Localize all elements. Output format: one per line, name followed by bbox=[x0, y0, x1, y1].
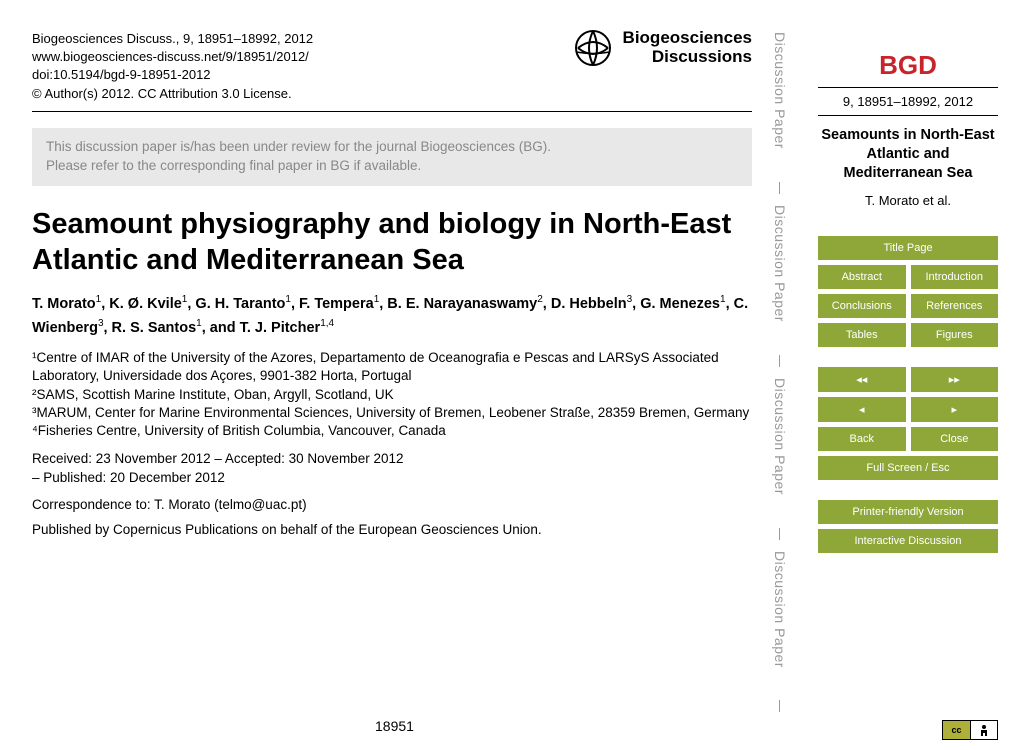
header-right: Biogeosciences Discussions bbox=[573, 28, 752, 68]
authors-list: T. Morato1, K. Ø. Kvile1, G. H. Taranto1… bbox=[32, 292, 752, 339]
sidebar-authors: T. Morato et al. bbox=[818, 193, 998, 208]
nav-conclusions-button[interactable]: Conclusions bbox=[818, 294, 906, 318]
volume-info: 9, 18951–18992, 2012 bbox=[818, 94, 998, 109]
journal-line1: Biogeosciences bbox=[623, 29, 752, 48]
margin-sep-3 bbox=[779, 528, 780, 540]
cc-license-badge[interactable]: cc bbox=[942, 720, 998, 740]
journal-logo-icon bbox=[573, 28, 613, 68]
nav-abstract-button[interactable]: Abstract bbox=[818, 265, 906, 289]
correspondence: Correspondence to: T. Morato (telmo@uac.… bbox=[32, 497, 752, 512]
review-line1: This discussion paper is/has been under … bbox=[46, 138, 738, 157]
nav-introduction-button[interactable]: Introduction bbox=[911, 265, 999, 289]
nav-grid: Title Page Abstract Introduction Conclus… bbox=[818, 236, 998, 553]
nav-last-button[interactable]: ▸▸ bbox=[911, 367, 999, 392]
review-line2: Please refer to the corresponding final … bbox=[46, 157, 738, 176]
margin-sep-1 bbox=[779, 182, 780, 194]
citation-line: Biogeosciences Discuss., 9, 18951–18992,… bbox=[32, 30, 313, 48]
nav-first-button[interactable]: ◂◂ bbox=[818, 367, 906, 392]
url-line: www.biogeosciences-discuss.net/9/18951/2… bbox=[32, 48, 313, 66]
publisher-line: Published by Copernicus Publications on … bbox=[32, 522, 752, 537]
nav-spacer-2 bbox=[818, 485, 998, 495]
nav-prev-button[interactable]: ◂ bbox=[818, 397, 906, 422]
nav-next-button[interactable]: ▸ bbox=[911, 397, 999, 422]
cc-icon: cc bbox=[942, 720, 970, 740]
margin-sep-4 bbox=[779, 700, 780, 712]
nav-interactive-button[interactable]: Interactive Discussion bbox=[818, 529, 998, 553]
license-line: © Author(s) 2012. CC Attribution 3.0 Lic… bbox=[32, 85, 313, 103]
affil-1: ¹Centre of IMAR of the University of the… bbox=[32, 349, 752, 385]
nav-figures-button[interactable]: Figures bbox=[911, 323, 999, 347]
article-title: Seamount physiography and biology in Nor… bbox=[32, 206, 752, 279]
margin-label-4: Discussion Paper bbox=[772, 551, 788, 668]
header-divider bbox=[32, 111, 752, 112]
dates-block: Received: 23 November 2012 – Accepted: 3… bbox=[32, 450, 752, 486]
header-left: Biogeosciences Discuss., 9, 18951–18992,… bbox=[32, 30, 313, 103]
journal-name: Biogeosciences Discussions bbox=[623, 29, 752, 66]
affil-2: ²SAMS, Scottish Marine Institute, Oban, … bbox=[32, 386, 752, 404]
dates-line2: – Published: 20 December 2012 bbox=[32, 469, 752, 487]
affil-3: ³MARUM, Center for Marine Environmental … bbox=[32, 404, 752, 422]
doi-line: doi:10.5194/bgd-9-18951-2012 bbox=[32, 66, 313, 84]
sidebar-short-title: Seamounts in North-East Atlantic and Med… bbox=[818, 126, 998, 183]
margin-label-1: Discussion Paper bbox=[772, 32, 788, 149]
nav-fullscreen-button[interactable]: Full Screen / Esc bbox=[818, 456, 998, 480]
sidebar-divider-2 bbox=[818, 115, 998, 116]
margin-label-2: Discussion Paper bbox=[772, 205, 788, 322]
nav-close-button[interactable]: Close bbox=[911, 427, 999, 451]
sidebar-nav: BGD 9, 18951–18992, 2012 Seamounts in No… bbox=[818, 50, 998, 553]
header-row: Biogeosciences Discuss., 9, 18951–18992,… bbox=[32, 30, 752, 103]
nav-tables-button[interactable]: Tables bbox=[818, 323, 906, 347]
affil-4: ⁴Fisheries Centre, University of British… bbox=[32, 422, 752, 440]
affiliations: ¹Centre of IMAR of the University of the… bbox=[32, 349, 752, 440]
dates-line1: Received: 23 November 2012 – Accepted: 3… bbox=[32, 450, 752, 468]
bgd-logo-text[interactable]: BGD bbox=[818, 50, 998, 81]
nav-title-page-button[interactable]: Title Page bbox=[818, 236, 998, 260]
sidebar-divider-1 bbox=[818, 87, 998, 88]
review-notice-box: This discussion paper is/has been under … bbox=[32, 128, 752, 186]
nav-spacer-1 bbox=[818, 352, 998, 362]
margin-sep-2 bbox=[779, 355, 780, 367]
margin-label-3: Discussion Paper bbox=[772, 378, 788, 495]
nav-references-button[interactable]: References bbox=[911, 294, 999, 318]
page-number: 18951 bbox=[375, 718, 414, 734]
cc-by-icon bbox=[970, 720, 998, 740]
nav-back-button[interactable]: Back bbox=[818, 427, 906, 451]
journal-line2: Discussions bbox=[623, 48, 752, 67]
nav-printer-button[interactable]: Printer-friendly Version bbox=[818, 500, 998, 524]
